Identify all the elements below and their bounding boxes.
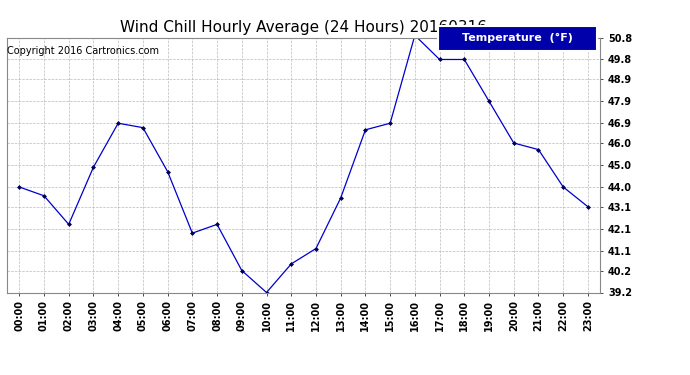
Title: Wind Chill Hourly Average (24 Hours) 20160316: Wind Chill Hourly Average (24 Hours) 201…: [120, 20, 487, 35]
Text: Copyright 2016 Cartronics.com: Copyright 2016 Cartronics.com: [7, 46, 159, 56]
Text: Temperature  (°F): Temperature (°F): [462, 33, 573, 44]
